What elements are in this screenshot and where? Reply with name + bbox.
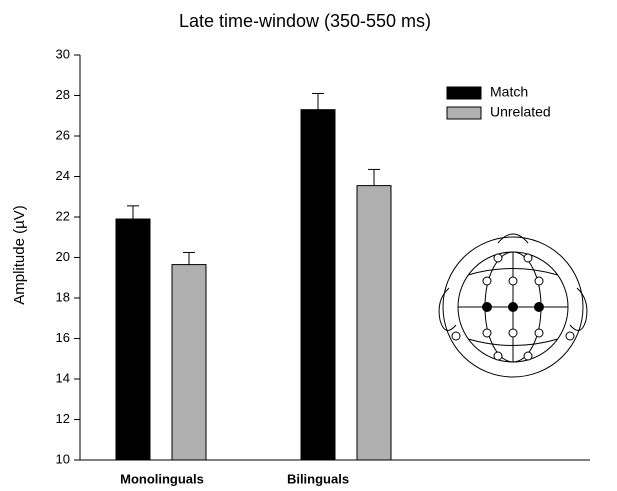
electrodes-selected [482, 302, 544, 312]
y-tick-label: 28 [56, 87, 70, 102]
head-line [467, 338, 559, 346]
electrode [482, 276, 492, 286]
y-tick-label: 22 [56, 208, 70, 223]
electrode [451, 331, 461, 341]
electrode [508, 328, 518, 338]
bar [300, 109, 336, 461]
electrode [508, 302, 518, 312]
y-axis-label: Amplitude (µV) [11, 205, 28, 305]
legend-swatch [446, 86, 482, 100]
electrode [534, 302, 544, 312]
bar [356, 185, 392, 461]
electrode [482, 302, 492, 312]
x-tick-label: Monolinguals [120, 471, 204, 486]
electrode [523, 253, 533, 263]
y-tick-label: 24 [56, 168, 70, 183]
y-tick-label: 20 [56, 249, 70, 264]
y-tick-label: 18 [56, 289, 70, 304]
electrode [523, 351, 533, 361]
head-outline [442, 236, 584, 378]
head-ear-right [569, 287, 588, 331]
legend-swatch [446, 106, 482, 120]
y-tick-label: 16 [56, 330, 70, 345]
y-tick-label: 14 [56, 370, 70, 385]
head-nose [497, 233, 529, 244]
legend-label: Match [490, 84, 528, 100]
electrode [565, 331, 575, 341]
bar [115, 218, 151, 461]
bar [171, 264, 207, 461]
electrode [534, 276, 544, 286]
electrode [508, 276, 518, 286]
electrodes [451, 253, 575, 361]
chart-title: Late time-window (350-550 ms) [179, 11, 431, 31]
y-tick-label: 26 [56, 127, 70, 142]
y-tick-label: 10 [56, 451, 70, 466]
electrode [482, 328, 492, 338]
x-tick-label: Bilinguals [287, 471, 349, 486]
legend-label: Unrelated [490, 104, 551, 120]
electrode [493, 253, 503, 263]
y-tick-label: 30 [56, 46, 70, 61]
electrode [534, 328, 544, 338]
head-diagram [438, 233, 588, 378]
y-tick-label: 12 [56, 411, 70, 426]
head-line [467, 268, 559, 276]
head-ear-left [438, 287, 457, 331]
electrode [493, 351, 503, 361]
